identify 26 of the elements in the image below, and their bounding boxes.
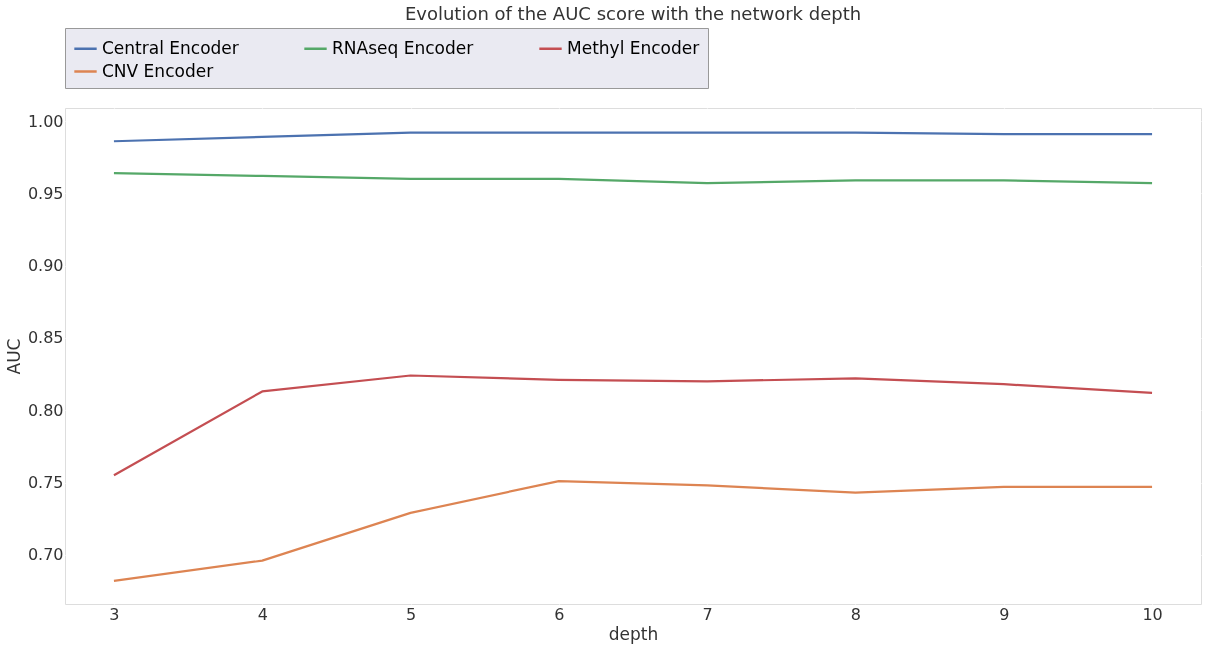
line-series [112,171,1154,185]
y-tick-label: 1.00 [27,111,64,131]
x-tick-label: 7 [702,604,713,624]
x-tick-label: 5 [405,604,417,624]
legend-label: Central Encoder [102,37,239,58]
line-series [112,131,1154,143]
x-tick-label: 8 [850,604,862,624]
y-tick-label: 0.75 [27,473,64,493]
line-series [112,374,1154,477]
x-tick-label: 10 [1142,604,1163,624]
chart-title: Evolution of the AUC score with the network depth [404,2,862,24]
x-axis-title: depth [608,623,659,644]
legend-label: CNV Encoder [102,60,214,81]
y-tick-label: 0.95 [27,183,64,203]
line-series [112,479,1154,582]
x-tick-label: 3 [109,604,120,624]
x-tick-label: 4 [257,604,268,624]
y-tick-label: 0.90 [27,256,64,276]
x-tick-label: 6 [554,604,565,624]
y-tick-label: 0.70 [27,545,64,565]
y-tick-label: 0.85 [27,328,64,348]
x-tick-label: 9 [999,604,1010,624]
y-axis-title: AUC [3,338,24,375]
legend-label: RNAseq Encoder [332,37,474,58]
legend-label: Methyl Encoder [567,37,700,58]
y-tick-label: 0.80 [27,400,64,420]
